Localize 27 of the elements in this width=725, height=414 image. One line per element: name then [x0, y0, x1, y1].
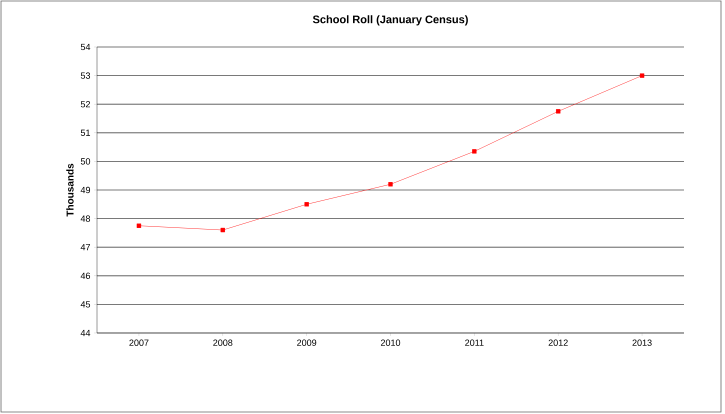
x-tick-label: 2010	[380, 340, 400, 346]
x-tick-label: 2009	[297, 340, 316, 346]
point	[388, 182, 393, 186]
y-tick-label: 51	[80, 130, 90, 136]
y-axis-title: Thousands	[66, 164, 74, 217]
y-tick-label: 47	[80, 244, 90, 250]
point	[640, 73, 644, 78]
x-tick-label: 2013	[632, 340, 652, 346]
chart-title: School Roll (January Census)	[312, 15, 468, 26]
point	[220, 228, 225, 232]
y-tick-label: 48	[80, 215, 90, 222]
y-tick-label: 45	[80, 301, 90, 308]
y-tick-label: 50	[80, 158, 90, 165]
point	[556, 109, 560, 114]
x-tick-label: 2007	[129, 340, 148, 346]
y-tick-label: 49	[80, 186, 90, 194]
y-tick-label: 46	[80, 272, 90, 279]
x-tick-label: 2008	[213, 340, 232, 346]
y-tick-label: 44	[80, 330, 90, 336]
point	[136, 224, 142, 228]
y-tick-label: 53	[80, 72, 90, 79]
x-tick-label: 2011	[465, 340, 484, 346]
y-tick-label: 52	[80, 101, 90, 108]
point	[304, 202, 309, 206]
x-tick-label: 2012	[548, 340, 568, 346]
point	[472, 149, 477, 154]
y-tick-label: 54	[80, 44, 90, 50]
